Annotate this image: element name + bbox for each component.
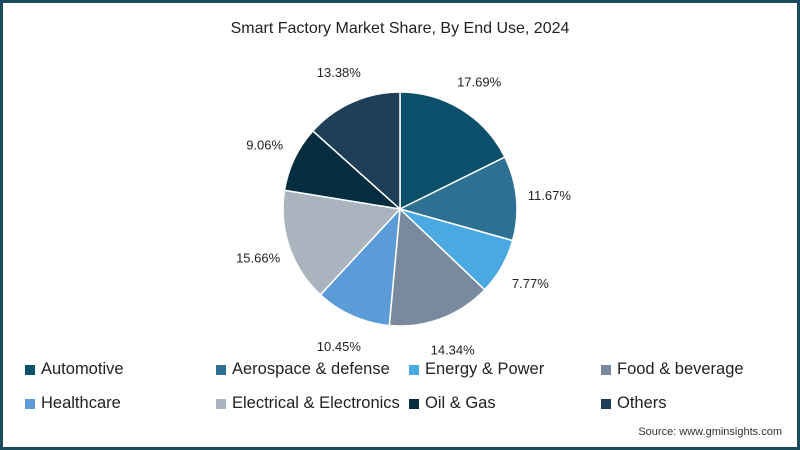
legend-item: Automotive (25, 360, 124, 379)
legend-label: Aerospace & defense (232, 360, 390, 378)
data-label: 14.34% (431, 342, 476, 357)
legend-label: Healthcare (41, 394, 121, 412)
legend-item: Others (601, 394, 667, 413)
legend-item: Healthcare (25, 394, 121, 413)
pie-slice-others (311, 91, 401, 211)
legend-swatch (601, 364, 611, 375)
pie-slice-automotive (399, 91, 506, 211)
legend-label: Others (617, 394, 667, 412)
data-label: 11.67% (528, 188, 572, 203)
legend-item: Food & beverage (601, 360, 744, 379)
legend-swatch (25, 398, 35, 409)
legend-item: Energy & Power (409, 360, 544, 379)
data-label: 13.38% (317, 65, 362, 80)
legend-label: Automotive (41, 360, 124, 378)
data-label: 7.77% (512, 276, 549, 291)
legend-label: Energy & Power (425, 360, 545, 378)
legend-item: Electrical & Electronics (216, 394, 400, 413)
legend-swatch (601, 398, 611, 409)
legend-swatch (216, 364, 226, 375)
source-note: Source: www.gminsights.com (638, 426, 782, 438)
legend-item: Oil & Gas (409, 394, 496, 413)
pie-slice-healthcare (319, 206, 401, 327)
legend-label: Food & beverage (617, 360, 744, 378)
data-label: 15.66% (236, 251, 281, 266)
legend-swatch (216, 398, 226, 409)
legend-label: Oil & Gas (425, 394, 496, 412)
data-label: 17.69% (457, 75, 502, 90)
legend-label: Electrical & Electronics (232, 394, 400, 412)
pie-slice-aerospace-defense (397, 156, 518, 242)
legend-swatch (25, 364, 35, 375)
data-label: 10.45% (317, 339, 362, 354)
legend-item: Aerospace & defense (216, 360, 390, 379)
pie-slice-food-beverage (388, 207, 486, 327)
legend-swatch (409, 398, 419, 409)
legend-swatch (409, 364, 419, 375)
chart-title: Smart Factory Market Share, By End Use, … (230, 20, 570, 37)
data-label: 9.06% (246, 137, 283, 152)
pie-slice-electrical-electronics (282, 189, 402, 296)
